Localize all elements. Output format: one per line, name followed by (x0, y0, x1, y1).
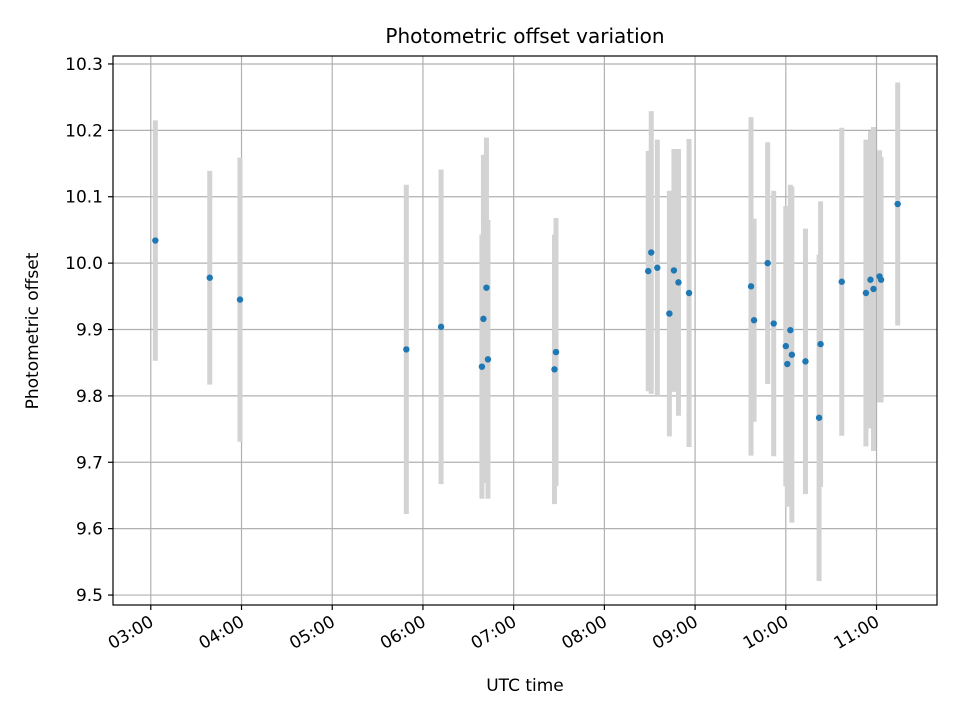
data-point (553, 349, 559, 355)
data-point (784, 361, 790, 367)
data-point (403, 346, 409, 352)
data-point (438, 324, 444, 330)
x-axis-label: UTC time (486, 676, 564, 696)
data-point (666, 310, 672, 316)
data-point (783, 343, 789, 349)
y-tick-label: 10.3 (65, 55, 103, 75)
data-point (551, 366, 557, 372)
y-tick-label: 9.9 (76, 321, 103, 341)
y-tick-label: 9.8 (76, 387, 103, 407)
data-point (764, 260, 770, 266)
data-point (751, 317, 757, 323)
y-tick-label: 9.7 (76, 453, 103, 473)
y-tick-label: 10.1 (65, 188, 103, 208)
data-point (686, 290, 692, 296)
data-point (483, 284, 489, 290)
chart-title: Photometric offset variation (385, 24, 664, 48)
data-point (787, 327, 793, 333)
data-point (645, 268, 651, 274)
data-point (863, 290, 869, 296)
data-point (870, 286, 876, 292)
data-point (867, 277, 873, 283)
data-point (894, 201, 900, 207)
data-point (839, 279, 845, 285)
data-point (485, 356, 491, 362)
data-point (816, 415, 822, 421)
data-point (789, 352, 795, 358)
data-point (878, 277, 884, 283)
y-tick-label: 9.5 (76, 586, 103, 606)
data-point (748, 283, 754, 289)
data-point (207, 275, 213, 281)
data-point (817, 341, 823, 347)
data-point (802, 358, 808, 364)
data-point (479, 363, 485, 369)
data-point (671, 267, 677, 273)
data-point (480, 316, 486, 322)
data-point (237, 296, 243, 302)
y-tick-label: 9.6 (76, 520, 103, 540)
data-point (152, 237, 158, 243)
data-point (654, 265, 660, 271)
y-tick-label: 10.0 (65, 254, 103, 274)
y-tick-label: 10.2 (65, 121, 103, 141)
data-point (648, 249, 654, 255)
y-axis-label: Photometric offset (23, 252, 43, 409)
data-point (771, 320, 777, 326)
data-point (675, 279, 681, 285)
